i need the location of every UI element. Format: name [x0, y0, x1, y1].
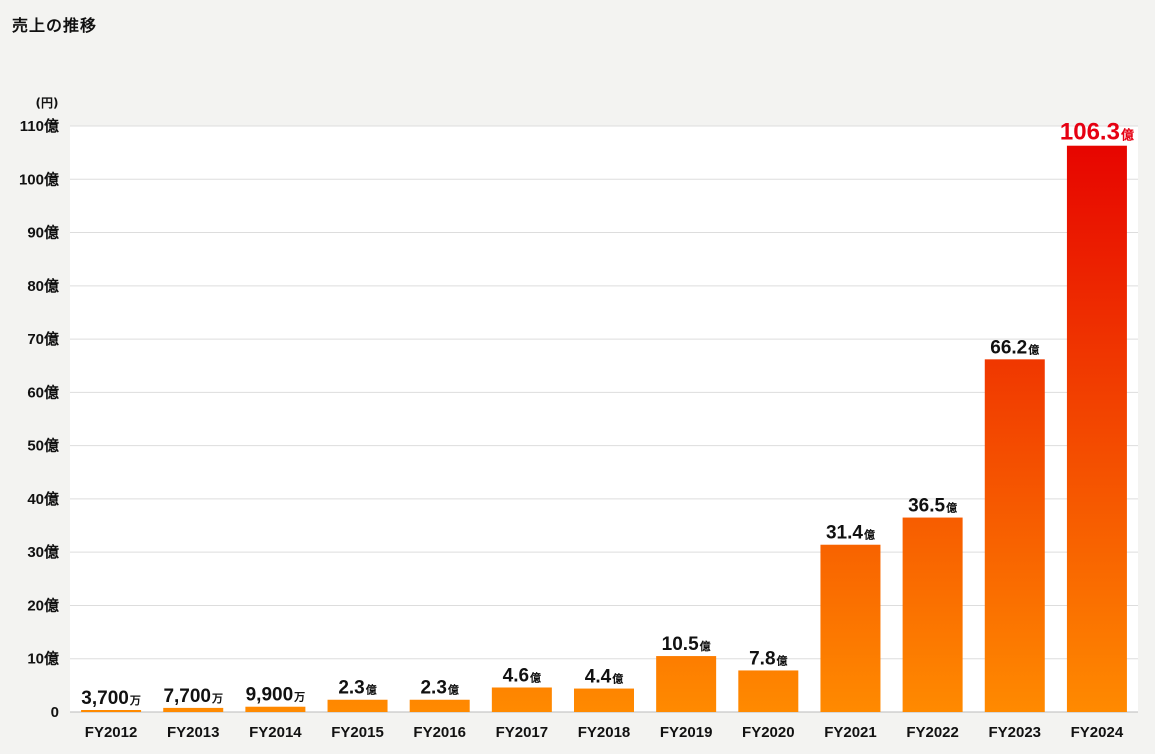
- plot-area: [70, 126, 1138, 712]
- data-label-unit: 億: [777, 653, 788, 667]
- x-tick-label: FY2018: [578, 724, 631, 741]
- data-label-value: 2.3: [420, 678, 446, 699]
- bar-fy2014: [245, 706, 306, 712]
- data-label-value: 66.2: [990, 337, 1027, 358]
- y-axis-ticks: 0 10億 20億 30億 40億 50億 60億 70億 80億 90億 100億 110億: [19, 117, 59, 721]
- bar-fy2023: [984, 359, 1045, 712]
- y-tick-label: 30億: [27, 543, 59, 561]
- data-label-fy2013: 7,700万: [163, 686, 223, 707]
- x-tick-label: FY2015: [331, 724, 384, 741]
- x-tick-label: FY2017: [496, 724, 549, 741]
- data-label-fy2021: 31.4億: [826, 523, 875, 544]
- data-label-unit: 億: [864, 528, 875, 542]
- data-label-value: 4.4: [585, 667, 612, 688]
- bar-fy2016: [409, 699, 470, 712]
- data-label-unit: 億: [1028, 342, 1039, 356]
- page-title: 売上の推移: [12, 16, 98, 35]
- data-label-value: 3,700: [81, 688, 129, 709]
- x-tick-label: FY2019: [660, 724, 713, 741]
- y-tick-label: 50億: [27, 437, 59, 455]
- y-tick-label: 70億: [27, 330, 59, 348]
- bar-fy2020: [738, 670, 799, 712]
- bar-fy2024: [1066, 145, 1127, 712]
- data-label-value: 7.8: [749, 648, 775, 669]
- data-label-unit: 億: [1121, 128, 1134, 144]
- x-tick-label: FY2014: [249, 724, 302, 741]
- x-tick-label: FY2013: [167, 724, 220, 741]
- data-label-fy2015: 2.3億: [338, 678, 376, 699]
- x-tick-label: FY2023: [988, 724, 1041, 741]
- y-tick-label: 20億: [27, 596, 59, 614]
- data-label-fy2014: 9,900万: [246, 685, 306, 706]
- bar-fy2015: [327, 699, 388, 712]
- y-tick-label: 60億: [27, 383, 59, 401]
- data-label-fy2023: 66.2億: [990, 337, 1039, 358]
- x-tick-label: FY2024: [1071, 724, 1124, 741]
- x-tick-label: FY2021: [824, 724, 877, 741]
- bar-fy2019: [656, 656, 717, 712]
- data-label-value: 9,900: [246, 685, 294, 706]
- data-label-fy2019: 10.5億: [662, 634, 711, 655]
- y-tick-label: 80億: [27, 277, 59, 295]
- bar-fy2018: [574, 688, 634, 712]
- data-labels: 3,700万 7,700万 9,900万 2.3億 2.3億4.6億 4.4億10.5億7…: [81, 119, 1134, 709]
- x-tick-label: FY2022: [906, 724, 959, 741]
- x-tick-label: FY2016: [413, 724, 466, 741]
- y-tick-label: 100億: [19, 170, 59, 188]
- x-axis-ticks: FY2012 FY2013 FY2014 FY2015 FY2016 FY2017 FY20…: [85, 724, 1124, 741]
- y-tick-label: 0: [51, 704, 59, 721]
- y-axis-unit-label: (円): [36, 96, 59, 110]
- x-tick-label: FY2020: [742, 724, 795, 741]
- data-label-unit: 億: [946, 501, 957, 515]
- bars: [81, 145, 1127, 712]
- bar-fy2021: [820, 544, 881, 712]
- data-label-fy2016: 2.3億: [420, 678, 458, 699]
- data-label-fy2024: 106.3億: [1060, 119, 1134, 146]
- bar-fy2017: [491, 687, 552, 712]
- data-label-fy2022: 36.5億: [908, 496, 957, 517]
- bar-fy2022: [902, 517, 963, 712]
- data-label-unit: 億: [366, 683, 377, 697]
- data-label-unit: 億: [530, 670, 541, 684]
- bar-fy2013: [163, 707, 224, 712]
- data-label-fy2017: 4.6億: [503, 665, 541, 686]
- data-label-unit: 億: [448, 683, 459, 697]
- data-label-fy2012: 3,700万: [81, 688, 141, 709]
- data-label-value: 4.6: [503, 665, 529, 686]
- data-label-value: 31.4: [826, 523, 863, 544]
- data-label-fy2020: 7.8億: [749, 648, 787, 669]
- data-label-value: 106.3: [1060, 119, 1120, 146]
- data-label-unit: 万: [211, 692, 223, 705]
- data-label-unit: 億: [612, 672, 623, 686]
- y-tick-label: 110億: [20, 117, 59, 135]
- y-tick-label: 90億: [27, 224, 59, 242]
- y-tick-label: 10億: [27, 650, 59, 668]
- data-label-value: 7,700: [163, 686, 211, 707]
- data-label-unit: 万: [129, 694, 141, 707]
- data-label-value: 2.3: [338, 678, 364, 699]
- bar-fy2012: [81, 710, 142, 712]
- data-label-value: 10.5: [662, 634, 699, 655]
- data-label-unit: 万: [293, 691, 305, 704]
- data-label-fy2018: 4.4億: [585, 667, 623, 688]
- y-tick-label: 40億: [27, 490, 59, 508]
- x-tick-label: FY2012: [85, 724, 138, 741]
- data-label-value: 36.5: [908, 496, 945, 517]
- data-label-unit: 億: [700, 639, 711, 653]
